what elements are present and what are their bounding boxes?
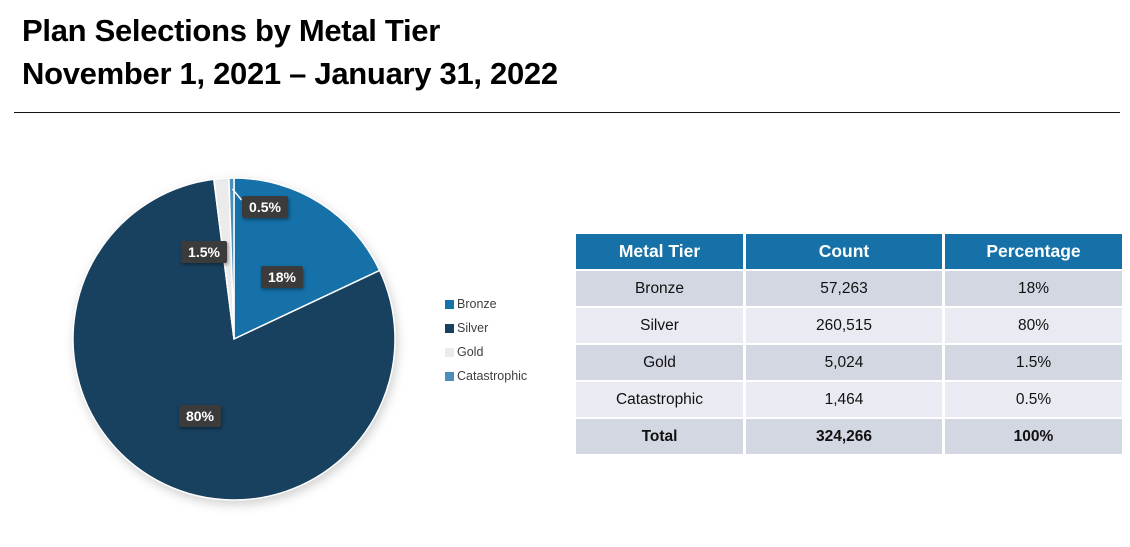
- legend-swatch-icon: [445, 300, 454, 309]
- table-total-cell: 100%: [945, 419, 1122, 454]
- legend-item-silver: Silver: [445, 321, 527, 336]
- table-cell: 260,515: [746, 308, 942, 343]
- pie-data-label-catastrophic: 0.5%: [242, 196, 288, 218]
- table-total-cell: 324,266: [746, 419, 942, 454]
- legend-item-bronze: Bronze: [445, 297, 527, 312]
- page-title-line1: Plan Selections by Metal Tier: [22, 13, 440, 48]
- table-cell: 1,464: [746, 382, 942, 417]
- legend-label: Gold: [457, 345, 484, 359]
- table-total-cell: Total: [576, 419, 743, 454]
- table-cell: Catastrophic: [576, 382, 743, 417]
- table-cell: 57,263: [746, 271, 942, 306]
- table-cell: 1.5%: [945, 345, 1122, 380]
- legend-item-gold: Gold: [445, 345, 527, 360]
- table-cell: 18%: [945, 271, 1122, 306]
- metal-tier-table: Metal Tier Count Percentage Bronze 57,263 18%…: [576, 234, 1122, 454]
- table-header-cell: Percentage: [945, 234, 1122, 269]
- table-cell: 5,024: [746, 345, 942, 380]
- table-header-cell: Count: [746, 234, 942, 269]
- legend-swatch-icon: [445, 372, 454, 381]
- table-header-cell: Metal Tier: [576, 234, 743, 269]
- pie-data-label-bronze: 18%: [260, 266, 304, 288]
- pie-legend: Bronze Silver Gold Catastrophic: [445, 297, 527, 393]
- title-block: Plan Selections by Metal Tier November 1…: [22, 9, 1112, 95]
- pie-chart: [72, 177, 396, 501]
- table-cell: Silver: [576, 308, 743, 343]
- title-underline: [14, 112, 1120, 113]
- pie-label-leader-line: [231, 188, 243, 201]
- table-cell: Gold: [576, 345, 743, 380]
- table-cell: 80%: [945, 308, 1122, 343]
- table-cell: 0.5%: [945, 382, 1122, 417]
- legend-label: Bronze: [457, 297, 497, 311]
- legend-swatch-icon: [445, 348, 454, 357]
- legend-swatch-icon: [445, 324, 454, 333]
- table-cell: Bronze: [576, 271, 743, 306]
- pie-slice-catastrophic: [228, 177, 235, 340]
- page-title-line2: November 1, 2021 – January 31, 2022: [22, 56, 558, 91]
- pie-slice-bronze: [233, 177, 381, 340]
- pie-data-label-silver: 80%: [178, 405, 222, 427]
- pie-data-label-gold: 1.5%: [181, 241, 227, 263]
- legend-label: Silver: [457, 321, 489, 335]
- legend-item-catastrophic: Catastrophic: [445, 369, 527, 384]
- legend-label: Catastrophic: [457, 369, 528, 383]
